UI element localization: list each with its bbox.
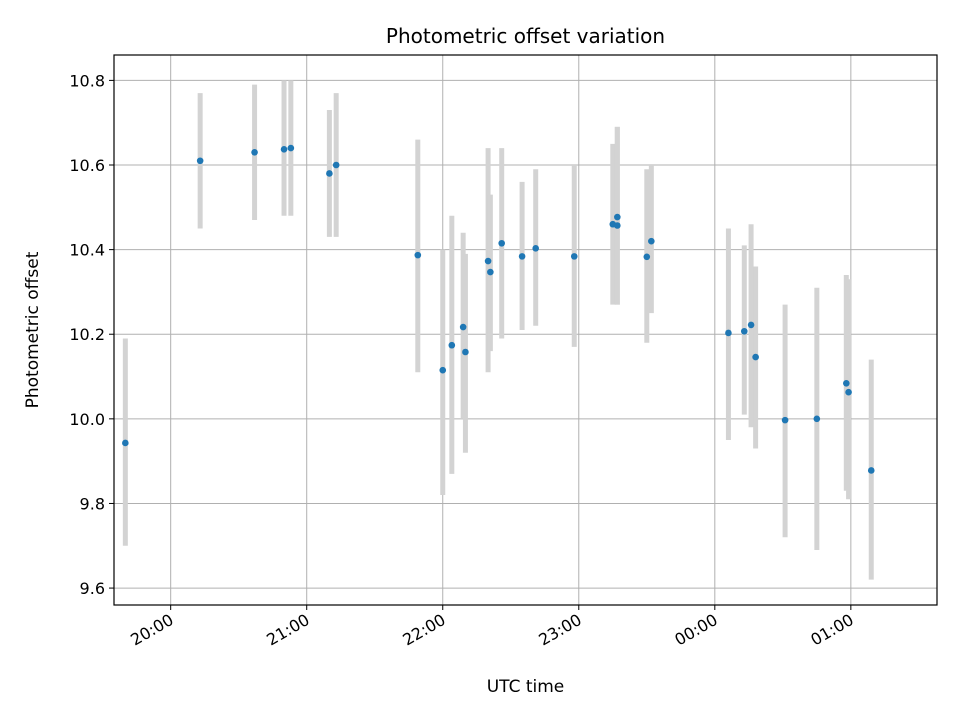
- data-point: [813, 415, 821, 423]
- y-tick-label: 10.4: [69, 241, 105, 260]
- data-point: [614, 222, 621, 229]
- data-point: [462, 348, 469, 356]
- data-point: [414, 251, 422, 259]
- data-point: [518, 253, 526, 260]
- data-point: [740, 327, 748, 335]
- data-point: [487, 268, 494, 276]
- data-point: [747, 321, 755, 329]
- data-point: [781, 416, 789, 424]
- data-point: [196, 157, 204, 165]
- data-point: [532, 245, 540, 252]
- y-tick-label: 10.6: [69, 156, 105, 175]
- data-point: [280, 146, 288, 153]
- data-point: [332, 161, 340, 169]
- data-point: [725, 329, 732, 337]
- data-point: [439, 366, 447, 374]
- plot-area-frame: [113, 54, 938, 606]
- data-point: [843, 380, 850, 387]
- data-point: [498, 239, 505, 247]
- x-axis-label: UTC time: [487, 677, 565, 697]
- y-tick-label: 10.8: [69, 71, 105, 90]
- data-point: [448, 341, 456, 349]
- data-point: [867, 467, 875, 474]
- data-point: [484, 257, 492, 265]
- y-tick-label: 9.6: [80, 579, 105, 598]
- y-tick-label: 9.8: [80, 494, 105, 513]
- data-point: [570, 253, 578, 260]
- data-point: [614, 213, 621, 221]
- data-point: [752, 353, 759, 361]
- data-point: [122, 439, 129, 447]
- data-point: [326, 170, 333, 177]
- data-point: [643, 253, 651, 261]
- y-tick-label: 10.2: [69, 325, 105, 344]
- data-point: [648, 237, 655, 245]
- y-tick-label: 10.0: [69, 410, 105, 429]
- data-point: [845, 388, 852, 396]
- data-points: [122, 144, 875, 474]
- data-point: [287, 144, 295, 152]
- y-axis-label: Photometric offset: [23, 251, 43, 408]
- chart-title: Photometric offset variation: [386, 24, 665, 48]
- data-point: [459, 323, 467, 331]
- data-point: [251, 149, 258, 156]
